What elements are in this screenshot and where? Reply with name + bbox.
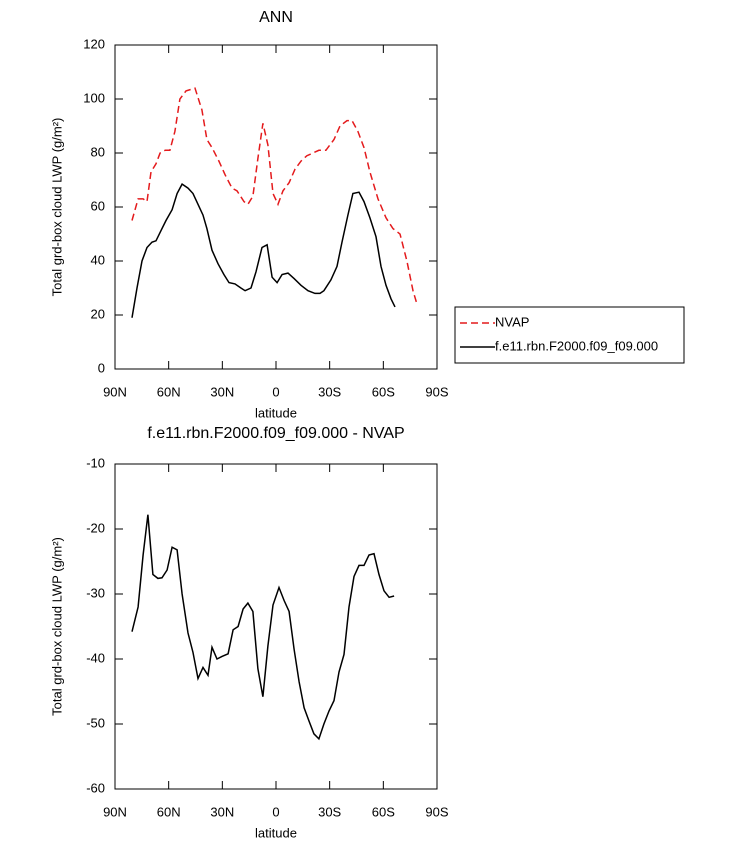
legend-box (454, 306, 685, 364)
legend-label: NVAP (495, 314, 529, 329)
x-tick-label: 60N (157, 804, 181, 819)
y-tick-label: 100 (83, 90, 105, 105)
y-tick-label: 0 (98, 360, 105, 375)
y-tick-label: -60 (86, 780, 105, 795)
line-series (131, 183, 396, 318)
y-tick-label: -40 (86, 650, 105, 665)
y-axis-label: Total grd-box cloud LWP (g/m²) (49, 118, 64, 297)
line-series (131, 87, 418, 305)
x-tick-label: 0 (272, 384, 279, 399)
y-axis-label: Total grd-box cloud LWP (g/m²) (49, 537, 64, 716)
x-tick-label: 30S (318, 804, 341, 819)
y-tick-label: 20 (91, 306, 105, 321)
x-tick-label: 60S (372, 384, 395, 399)
y-tick-label: -50 (86, 715, 105, 730)
x-tick-label: 30N (210, 804, 234, 819)
x-tick-label: 90N (103, 384, 127, 399)
x-tick-label: 60S (372, 804, 395, 819)
x-tick-label: 30N (210, 384, 234, 399)
y-tick-label: 40 (91, 252, 105, 267)
x-tick-label: 90S (425, 384, 448, 399)
y-tick-label: 60 (91, 198, 105, 213)
x-tick-label: 30S (318, 384, 341, 399)
x-axis-label: latitude (255, 405, 297, 420)
y-tick-label: -20 (86, 520, 105, 535)
x-tick-label: 90S (425, 804, 448, 819)
legend-label: f.e11.rbn.F2000.f09_f09.000 (495, 338, 658, 353)
x-axis-label: latitude (255, 825, 297, 840)
y-tick-label: 80 (91, 144, 105, 159)
x-tick-label: 90N (103, 804, 127, 819)
chart-title: ANN (259, 9, 293, 26)
x-tick-label: 60N (157, 384, 181, 399)
x-tick-label: 0 (272, 804, 279, 819)
y-tick-label: -10 (86, 455, 105, 470)
y-tick-label: -30 (86, 585, 105, 600)
plot-frame (114, 463, 438, 790)
y-tick-label: 120 (83, 36, 105, 51)
chart-title: f.e11.rbn.F2000.f09_f09.000 - NVAP (147, 425, 404, 442)
plot-frame (114, 44, 438, 370)
line-series (131, 514, 395, 741)
